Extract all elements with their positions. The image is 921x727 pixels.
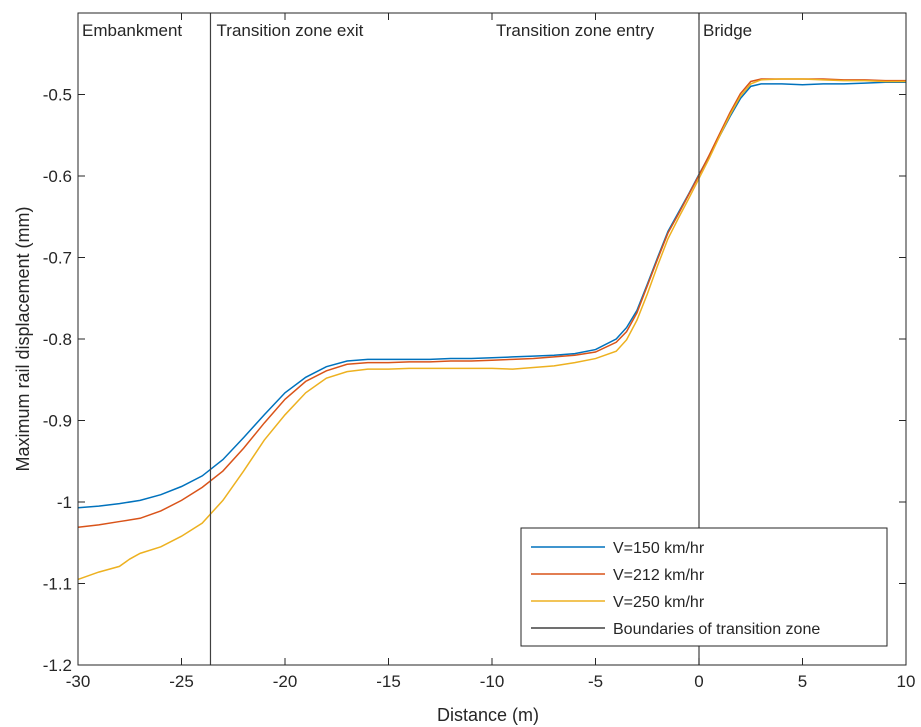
region-label-3: Transition zone entry: [496, 21, 655, 40]
x-tick-label-2: -25: [169, 672, 194, 691]
region-label-2: Transition zone exit: [217, 21, 364, 40]
legend-entry-2: V=212 km/hr: [613, 567, 705, 584]
y-tick-label-7: -0.6: [43, 167, 72, 186]
x-tick-label-6: -5: [588, 672, 603, 691]
y-tick-label-5: -0.8: [43, 330, 72, 349]
x-tick-label-5: -10: [480, 672, 505, 691]
y-tick-label-1: -1.2: [43, 656, 72, 675]
legend-entry-4: Boundaries of transition zone: [613, 621, 820, 638]
y-tick-label-4: -0.9: [43, 412, 72, 431]
legend-entry-1: V=150 km/hr: [613, 540, 705, 557]
plot-area: [77, 13, 906, 665]
x-tick-label-7: 0: [694, 672, 703, 691]
y-tick-label-8: -0.5: [43, 86, 72, 105]
region-labels: Embankment Transition zone exit Transition…: [82, 21, 752, 40]
region-label-1: Embankment: [82, 21, 182, 40]
x-tick-label-3: -20: [273, 672, 298, 691]
x-tick-label-8: 5: [798, 672, 807, 691]
region-label-4: Bridge: [703, 21, 752, 40]
y-tick-label-2: -1.1: [43, 575, 72, 594]
series-line-1: [77, 81, 906, 509]
x-axis-label: Distance (m): [437, 705, 539, 725]
y-tick-label-3: -1: [57, 493, 72, 512]
series-line-3: [77, 78, 906, 581]
legend-entry-3: V=250 km/hr: [613, 594, 705, 611]
legend: V=150 km/hr V=212 km/hr V=250 km/hr Boundar…: [520, 527, 888, 647]
x-tick-label-9: 10: [897, 672, 916, 691]
axes: -30 -25 -20 -15 -10 -5 0 5 10 -1.2 -1.1 -1 -0.9 -0.8 -…: [43, 12, 916, 691]
y-tick-label-6: -0.7: [43, 249, 72, 268]
x-tick-label-1: -30: [66, 672, 91, 691]
series-line-2: [77, 78, 906, 529]
y-axis-label: Maximum rail displacement (mm): [13, 206, 33, 471]
x-tick-label-4: -15: [376, 672, 401, 691]
